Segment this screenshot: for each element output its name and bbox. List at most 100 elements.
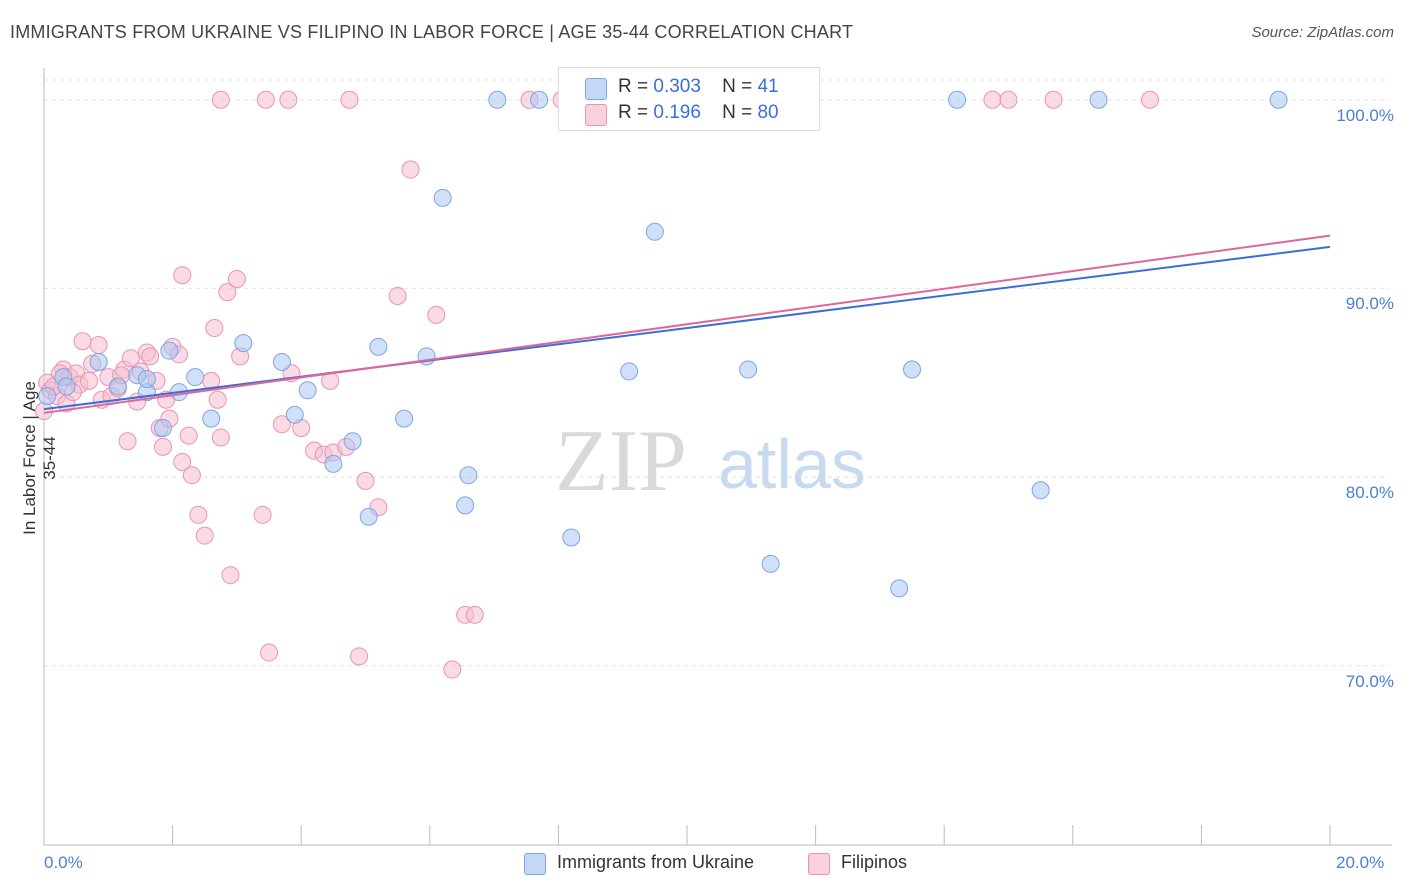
ukraine-point	[202, 409, 221, 428]
watermark: ZIP atlas	[555, 413, 866, 510]
ukraine-point	[890, 579, 909, 598]
filipinos-point	[211, 90, 230, 109]
ukraine-point	[456, 496, 475, 515]
filipinos-point	[141, 347, 160, 366]
ukraine-point	[1269, 90, 1288, 109]
ukraine-point	[620, 362, 639, 381]
filipinos-point	[401, 160, 420, 179]
filipinos-point	[272, 415, 291, 434]
ukraine-point	[395, 409, 414, 428]
ukraine-point	[186, 368, 205, 387]
y-tick-label: 70.0%	[1345, 671, 1394, 691]
r-label: R =	[618, 76, 649, 97]
filipinos-point	[999, 90, 1018, 109]
filipinos-point	[260, 643, 279, 662]
r-value: 0.303	[653, 76, 701, 97]
ukraine-point	[324, 454, 343, 473]
n-value: 41	[757, 76, 779, 97]
filipinos-legend-swatch	[808, 853, 830, 875]
ukraine-point	[459, 466, 478, 485]
filipinos-legend-label: Filipinos	[841, 852, 908, 872]
filipinos-point	[221, 566, 240, 585]
filipinos-point	[121, 349, 140, 368]
y-tick-label: 100.0%	[1336, 105, 1394, 125]
n-label: N =	[722, 76, 753, 97]
filipinos-point	[189, 505, 208, 524]
grid-lines	[44, 79, 1390, 667]
ukraine-point	[359, 507, 378, 526]
ukraine-swatch	[585, 78, 607, 100]
ukraine-point	[343, 432, 362, 451]
trend-lines	[43, 234, 1331, 414]
watermark-atlas: atlas	[718, 425, 866, 503]
ukraine-legend-swatch	[524, 853, 546, 875]
r-value: 0.196	[653, 102, 701, 123]
chart-title: IMMIGRANTS FROM UKRAINE VS FILIPINO IN L…	[10, 22, 854, 42]
ukraine-point	[739, 360, 758, 379]
filipinos-point	[173, 452, 192, 471]
y-tick-label: 90.0%	[1345, 294, 1394, 314]
filipinos-point	[218, 283, 237, 302]
ukraine-point	[153, 419, 172, 438]
ukraine-point	[285, 405, 304, 424]
filipinos-point	[227, 269, 246, 288]
ukraine-point	[562, 528, 581, 547]
ukraine-point	[160, 341, 179, 360]
watermark-zip: ZIP	[555, 413, 687, 510]
filipinos-point	[465, 605, 484, 624]
filipinos-point	[89, 336, 108, 355]
ukraine-point	[272, 352, 291, 371]
x-tick-label-max: 20.0%	[1336, 853, 1385, 872]
ukraine-legend-label: Immigrants from Ukraine	[557, 852, 755, 872]
ukraine-point	[38, 386, 57, 405]
ukraine-point	[761, 554, 780, 573]
n-label: N =	[722, 102, 753, 123]
y-tick-label: 80.0%	[1345, 483, 1394, 503]
ukraine-point	[108, 377, 127, 396]
filipinos-point	[153, 437, 172, 456]
ukraine-point	[645, 222, 664, 241]
ukraine-point	[948, 90, 967, 109]
filipinos-point	[182, 466, 201, 485]
ukraine-point	[369, 337, 388, 356]
filipinos-point	[427, 305, 446, 324]
filipinos-point	[253, 505, 272, 524]
filipinos-point	[205, 319, 224, 338]
filipinos-point	[279, 90, 298, 109]
correlation-legend: R = 0.303 N = 41 R = 0.196 N = 80	[558, 67, 820, 131]
filipinos-point	[80, 371, 99, 390]
filipinos-point	[340, 90, 359, 109]
filipinos-point	[1140, 90, 1159, 109]
ukraine-point	[234, 334, 253, 353]
filipinos-point	[350, 647, 369, 666]
filipinos-point	[173, 266, 192, 285]
axes	[43, 68, 1392, 846]
filipinos-point	[356, 471, 375, 490]
filipinos-trend-line	[43, 234, 1331, 414]
filipinos-swatch	[585, 104, 607, 126]
ukraine-point	[433, 188, 452, 207]
y-axis-title: In Labor Force | Age 35-44	[20, 381, 59, 535]
ukraine-point	[488, 90, 507, 109]
filipinos-point	[443, 660, 462, 679]
ukraine-point	[57, 377, 76, 396]
ukraine-point	[298, 381, 317, 400]
r-label: R =	[618, 102, 649, 123]
ukraine-point	[1089, 90, 1108, 109]
filipinos-point	[1044, 90, 1063, 109]
n-value: 80	[757, 102, 779, 123]
filipinos-point	[73, 332, 92, 351]
ukraine-point	[1031, 481, 1050, 500]
filipinos-point	[208, 390, 227, 409]
filipinos-point	[179, 426, 198, 445]
filipinos-point	[388, 286, 407, 305]
filipinos-point	[118, 432, 137, 451]
ukraine-point	[137, 369, 156, 388]
ukraine-point	[530, 90, 549, 109]
filipinos-point	[256, 90, 275, 109]
ukraine-point	[903, 360, 922, 379]
filipinos-point	[195, 526, 214, 545]
filipinos-point	[211, 428, 230, 447]
source-note: Source: ZipAtlas.com	[1251, 24, 1394, 41]
